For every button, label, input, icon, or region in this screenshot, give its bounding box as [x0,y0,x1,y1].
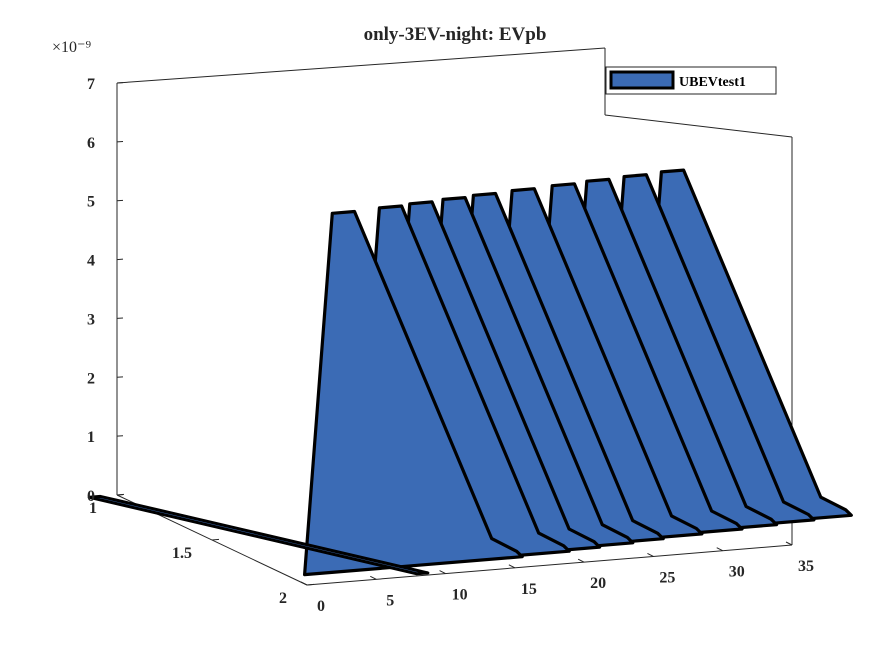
x-tick-label: 20 [590,575,606,592]
x-tick-label: 0 [317,598,325,615]
z-tick-label: 0 [87,488,95,505]
z-tick-label: 3 [87,311,95,328]
y-tick-label: 2 [279,590,287,607]
front-strip [87,494,430,576]
y-tick-2 [306,583,315,586]
x-tick-label: 30 [729,564,745,581]
y-tick-label: 1.5 [172,545,192,562]
z-tick-label: 7 [87,76,95,93]
legend-label: UBEVtest1 [679,75,746,90]
x-axis-ticks: 0 5 10 15 20 25 30 35 [300,541,814,615]
z-tick-label: 2 [87,370,95,387]
y-tick-1 [116,493,125,496]
y-tick-1.5 [211,538,220,541]
legend-swatch [609,70,675,90]
z-tick-label: 6 [87,135,95,152]
z-tick-label: 5 [87,194,95,211]
x-tick-25 [647,552,654,557]
ridge-1 [303,209,524,577]
z-axis-ticks: 0 1 2 3 4 5 6 7 [87,76,124,505]
z-tick-label: 4 [87,253,95,270]
y-tick-label: 1 [89,500,97,517]
x-tick-15 [508,564,516,569]
x-tick-label: 15 [521,581,537,598]
exponent-label: ×10⁻⁹ [52,39,91,56]
x-tick-label: 35 [798,558,814,575]
x-tick-label: 5 [386,592,394,609]
x-tick-0 [300,581,308,586]
x-tick-30 [716,547,723,552]
x-tick-label: 25 [659,569,675,586]
x-tick-10 [439,570,446,575]
x-tick-label: 10 [452,587,468,604]
legend: UBEVtest1 [605,66,777,95]
z-tick-label: 1 [87,429,95,446]
x-tick-5 [370,575,377,580]
x-tick-20 [577,558,585,563]
chart-title: only-3EV-night: EVpb [364,24,547,45]
y-axis-ticks: 11.52 [89,493,315,607]
ridge-group [87,168,853,577]
x-tick-35 [785,541,793,546]
